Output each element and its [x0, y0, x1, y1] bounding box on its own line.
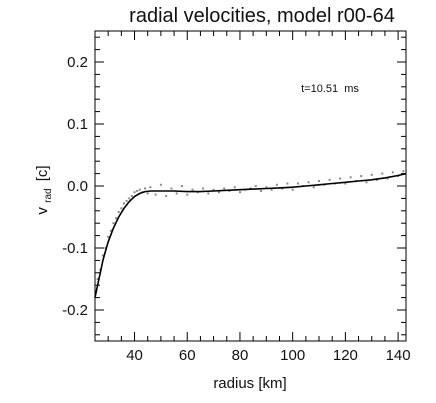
- x-tick-label: 120: [333, 347, 358, 364]
- time-annotation: t=10.51 ms: [301, 83, 359, 95]
- scatter-point: [307, 181, 310, 184]
- scatter-point: [104, 247, 107, 249]
- scatter-point: [138, 188, 141, 191]
- scatter-point: [122, 202, 125, 205]
- scatter-point: [233, 186, 236, 189]
- scatter-point: [328, 178, 331, 181]
- scatter-point: [207, 192, 210, 195]
- scatter-point: [212, 188, 215, 191]
- scatter-point: [144, 187, 147, 190]
- scatter-point: [96, 278, 99, 280]
- scatter-point: [133, 191, 136, 194]
- y-axis-label-unit: [c]: [34, 165, 51, 181]
- scatter-point: [109, 229, 112, 232]
- scatter-point: [115, 217, 118, 220]
- y-tick-label: 0.0: [67, 178, 88, 195]
- scatter-point: [402, 170, 405, 173]
- x-tick-label: 80: [232, 347, 249, 364]
- scatter-point: [286, 182, 289, 185]
- scatter-point: [101, 254, 104, 257]
- scatter-point: [128, 197, 131, 200]
- scatter-point: [344, 182, 347, 185]
- scatter-point: [165, 194, 168, 197]
- scatter-point: [254, 185, 257, 187]
- chart-title: radial velocities, model r00-64: [129, 5, 395, 27]
- scatter-point: [154, 193, 157, 196]
- scatter-point: [270, 188, 273, 191]
- scatter-point: [217, 191, 220, 194]
- series-line: [94, 172, 407, 298]
- scatter-point: [107, 235, 110, 238]
- y-tick-labels: 0.2 0.1 0.0 -0.1 -0.2: [62, 54, 88, 319]
- scatter-point: [386, 177, 389, 180]
- scatter-point: [186, 193, 189, 196]
- scatter-point: [318, 180, 321, 183]
- scatter-point: [360, 175, 363, 178]
- y-tick-label: -0.1: [62, 240, 88, 257]
- x-tick-label: 40: [126, 347, 143, 364]
- scatter-point: [370, 173, 373, 176]
- x-tick-label: 140: [386, 347, 411, 364]
- scatter-point: [146, 192, 149, 195]
- scatter-point: [170, 187, 173, 190]
- x-tick-label: 100: [280, 347, 305, 364]
- scatter-point: [391, 171, 394, 174]
- scatter-point: [223, 187, 226, 190]
- y-tick-label: -0.2: [62, 302, 88, 319]
- scatter-point: [275, 183, 278, 186]
- x-axis-label: radius [km]: [213, 375, 286, 392]
- scatter-point: [296, 182, 299, 185]
- y-tick-label: 0.2: [67, 54, 88, 71]
- scatter-point: [381, 172, 384, 175]
- scatter-point: [349, 176, 352, 179]
- axis-ticks: [95, 31, 406, 341]
- scatter-point: [260, 189, 263, 192]
- scatter-point: [339, 177, 342, 180]
- scatter-point: [180, 185, 183, 187]
- scatter-point: [265, 186, 268, 189]
- scatter-points: [96, 170, 405, 280]
- scatter-point: [159, 183, 162, 186]
- scatter-point: [130, 194, 133, 197]
- y-axis-label-main: v: [34, 207, 51, 215]
- scatter-point: [365, 181, 368, 184]
- scatter-point: [136, 189, 139, 192]
- scatter-point: [202, 187, 205, 190]
- scatter-point: [112, 222, 115, 225]
- scatter-point: [120, 207, 123, 210]
- y-tick-label: 0.1: [67, 116, 88, 133]
- y-axis-label: v rad [c]: [34, 165, 55, 214]
- scatter-point: [175, 192, 178, 195]
- scatter-point: [117, 211, 120, 214]
- y-axis-label-sub: rad: [43, 188, 54, 202]
- x-tick-label: 60: [179, 347, 196, 364]
- scatter-point: [312, 186, 315, 189]
- scatter-point: [238, 191, 241, 194]
- scatter-point: [291, 188, 294, 191]
- scatter-point: [191, 188, 194, 191]
- scatter-point: [125, 199, 128, 202]
- x-tick-labels: 40 60 80 100 120 140: [126, 347, 410, 364]
- scatter-point: [149, 186, 152, 189]
- plot-frame: [94, 30, 407, 342]
